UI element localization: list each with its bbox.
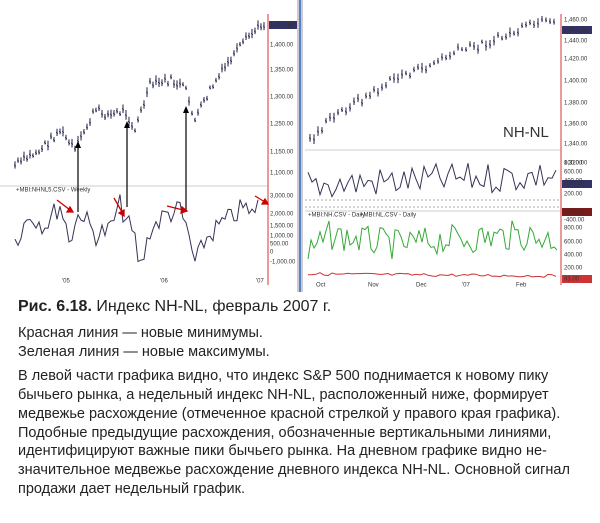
text-line: В левой части графика видно, что индекс … (18, 368, 549, 385)
indicator-tick: 500.00 (270, 242, 289, 248)
indicator-tick: 600.00 (564, 170, 583, 176)
caption-label: Рис. 6.18. (18, 298, 92, 315)
lower-tick: 800.00 (564, 226, 583, 232)
indicator-tick: 200.00 (564, 192, 583, 198)
price-tick: 1,460.00 (564, 18, 588, 24)
date-label: Oct (316, 283, 326, 289)
legend-entry: +MBI:NL.CSV - Daily (360, 213, 416, 219)
price-tick: 1,300.00 (270, 95, 294, 101)
price-tick: 1,250.00 (270, 122, 294, 128)
text-line: продажи дает недельный график. (18, 480, 245, 497)
caption-title: Индекс NH-NL, февраль 2007 г. (96, 298, 332, 315)
price-tick: 1,100.00 (270, 171, 294, 177)
lower-tick: 200.00 (564, 266, 583, 272)
indicator-tick: 3,000.00 (270, 194, 294, 200)
indicator-tick: 800.00 (564, 161, 583, 167)
lower-tick: 400.00 (564, 253, 583, 259)
text-line: бычьего рынка, а недельный индекс NH-NL,… (18, 387, 549, 404)
indicator-line (307, 272, 557, 278)
price-tick: 1,451.19 (564, 28, 588, 34)
figure: 1,451.19 1,400.00 1,350.00 1,300.00 1,250.00… (0, 0, 592, 292)
indicator-tick: 1,500.00 (270, 224, 294, 230)
indicator-line (307, 162, 557, 198)
text-line: идентифицируют важные пики бычьего рынка… (18, 443, 547, 460)
price-tick: 1,400.00 (270, 43, 294, 49)
text-block: Рис. 6.18. Индекс NH-NL, февраль 2007 г.… (18, 298, 593, 498)
annotation: NH-NL (503, 124, 549, 141)
caption: Рис. 6.18. Индекс NH-NL, февраль 2007 г. (18, 298, 593, 316)
indicator-tick: 1,000.00 (270, 234, 294, 240)
price-tick: 1,320.00 (564, 161, 588, 167)
price-tick: 1,440.00 (564, 39, 588, 45)
indicator-label: +MBI:NHNL5.CSV - Weekly (16, 188, 90, 194)
indicator-tick: -200.00 (564, 210, 585, 216)
date-label: '06 (160, 279, 168, 285)
date-label: '05 (62, 279, 70, 285)
lower-tick: 600.00 (564, 240, 583, 246)
date-label: Dec (416, 283, 427, 289)
indicator-tick: 0 (270, 250, 274, 256)
indicator-tick: -400.00 (564, 218, 585, 224)
date-label: Nov (368, 283, 379, 289)
text-line: Зеленая линия — новые максимумы. (18, 343, 270, 360)
text-line: Красная линия — новые минимумы. (18, 325, 263, 341)
price-tick: 1,380.00 (564, 101, 588, 107)
price-tick: 1,360.00 (564, 122, 588, 128)
indicator-tick: 2,000.00 (270, 212, 294, 218)
text-line: Подобные предыдущие расхождения, обознач… (18, 424, 552, 441)
indicator-tick: 400.00 (564, 179, 583, 185)
price-tick: 1,340.00 (564, 142, 588, 148)
price-tick: 1,451.19 (270, 23, 294, 29)
indicator-tick: -1,000.00 (270, 260, 296, 266)
indicator-line (14, 194, 259, 263)
price-bars (309, 16, 555, 144)
date-label: Feb (516, 283, 527, 289)
date-label: '07 (256, 279, 264, 285)
lower-tick: 83.00 (564, 277, 580, 283)
price-tick: 1,400.00 (564, 79, 588, 85)
legend-entry: +MBI:NH.CSV - Daily (308, 213, 365, 219)
text-line: значительное медвежье расхождение дневно… (18, 461, 570, 478)
price-tick: 1,150.00 (270, 150, 294, 156)
indicator-tick: -100.00 (564, 182, 585, 188)
price-bars (14, 20, 265, 169)
text-line: медвежье расхождение (отмеченное красной… (18, 405, 561, 422)
price-tick: 1,420.00 (564, 57, 588, 63)
indicator-line (307, 220, 558, 260)
date-label: '07 (462, 283, 470, 289)
price-tick: 1,350.00 (270, 68, 294, 74)
